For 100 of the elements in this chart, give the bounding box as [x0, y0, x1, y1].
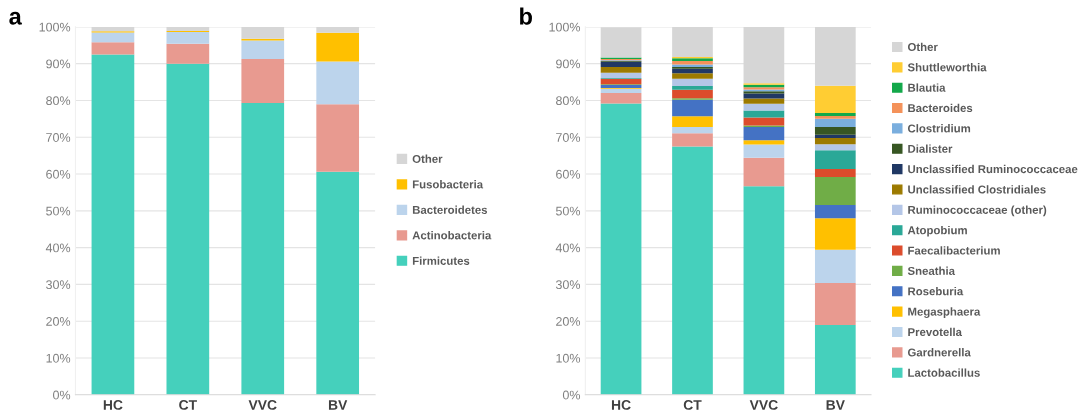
legend-label: Firmicutes: [412, 256, 470, 265]
bar: [600, 78, 642, 85]
y-tick-label: 20%: [46, 317, 71, 326]
bar: [814, 176, 856, 205]
legend-label: Bacteroides: [908, 103, 973, 113]
legend-label: Other: [412, 154, 443, 163]
chart-title: a: [9, 11, 22, 25]
bar: [241, 26, 285, 39]
bar: [743, 26, 785, 84]
bar: [600, 72, 642, 79]
bar: [672, 116, 713, 127]
y-tick-label: 70%: [556, 133, 581, 142]
bar: [743, 126, 785, 141]
bar: [814, 204, 856, 219]
bar: [241, 103, 285, 395]
y-tick-label: 80%: [46, 96, 71, 106]
x-tick-label: VVC: [749, 400, 778, 410]
bar: [166, 26, 210, 31]
y-tick-label: 100%: [549, 22, 581, 32]
y-tick-label: 100%: [39, 22, 71, 32]
y-tick-label: 60%: [556, 169, 581, 179]
bar: [814, 126, 856, 135]
y-tick-label: 70%: [46, 133, 71, 142]
bar: [600, 93, 642, 104]
bar: [316, 32, 360, 62]
x-tick-label: BV: [328, 400, 348, 410]
legend-label: Roseburia: [908, 286, 964, 296]
y-tick-label: 10%: [46, 353, 71, 363]
bar: [600, 61, 642, 67]
bar: [814, 137, 856, 145]
legend-label: Fusobacteria: [412, 180, 484, 189]
y-tick-label: 50%: [555, 206, 581, 216]
legend-label: Ruminococcaceae (other): [908, 205, 1047, 217]
bar: [91, 42, 135, 55]
y-tick-label: 40%: [45, 243, 71, 253]
bar: [672, 99, 713, 117]
bar: [166, 43, 210, 64]
bar: [166, 32, 210, 44]
bar: [814, 26, 856, 86]
x-tick-label: BV: [826, 400, 845, 410]
bar: [743, 110, 785, 118]
bar: [600, 27, 642, 58]
x-tick-label: VVC: [248, 400, 277, 410]
bar: [316, 171, 360, 395]
bar: [672, 133, 713, 147]
legend-label: Sneathia: [907, 266, 956, 275]
bar: [316, 26, 360, 33]
bar: [743, 117, 785, 126]
bar: [743, 93, 785, 99]
bar: [814, 282, 856, 325]
legend-label: Actinobacteria: [412, 231, 492, 240]
legend-label: Bacteroidetes: [412, 205, 488, 214]
bar: [672, 78, 713, 87]
y-tick-label: 90%: [556, 59, 581, 69]
y-tick-label: 40%: [555, 243, 581, 253]
bar: [600, 103, 642, 395]
legend-label: Clostridium: [907, 124, 971, 133]
bar: [672, 126, 713, 134]
y-tick-label: 10%: [556, 353, 581, 363]
x-tick-label: HC: [103, 400, 123, 410]
y-tick-label: 0%: [53, 390, 71, 400]
legend-label: Shuttleworthia: [907, 63, 987, 72]
y-tick-label: 90%: [46, 59, 71, 69]
legend-label: Other: [907, 42, 938, 52]
bar: [672, 146, 713, 395]
y-tick-label: 60%: [46, 169, 71, 179]
bar: [672, 73, 713, 79]
bar: [743, 144, 785, 158]
bar: [166, 63, 210, 395]
legend-label: Atopobium: [907, 225, 967, 237]
bar: [814, 324, 856, 395]
bar: [743, 186, 785, 395]
bar: [600, 66, 642, 73]
bar: [743, 98, 785, 104]
bar: [91, 32, 135, 43]
y-tick-label: 80%: [556, 96, 581, 106]
legend-label: Gardnerella: [907, 348, 971, 357]
y-tick-label: 20%: [556, 317, 581, 326]
legend-label: Faecalibacterium: [908, 246, 1000, 255]
bar: [743, 157, 785, 187]
legend-label: Blautia: [908, 83, 946, 92]
bar: [814, 85, 856, 113]
bar: [91, 54, 135, 395]
bar: [814, 150, 856, 169]
bar: [241, 58, 285, 104]
x-tick-label: HC: [611, 400, 631, 410]
bar: [814, 249, 856, 283]
y-tick-label: 30%: [46, 280, 71, 290]
y-tick-label: 50%: [46, 206, 71, 216]
x-tick-label: CT: [179, 400, 197, 410]
legend-label: Unclassified Clostridiales: [908, 185, 1046, 194]
bar: [814, 134, 856, 138]
legend-label: Megasphaera: [908, 307, 981, 318]
bar: [814, 144, 856, 151]
y-tick-label: 30%: [555, 280, 581, 290]
bar: [814, 218, 856, 250]
bar: [672, 86, 713, 90]
bar: [672, 26, 713, 58]
bar: [672, 89, 713, 99]
bar: [316, 61, 360, 105]
